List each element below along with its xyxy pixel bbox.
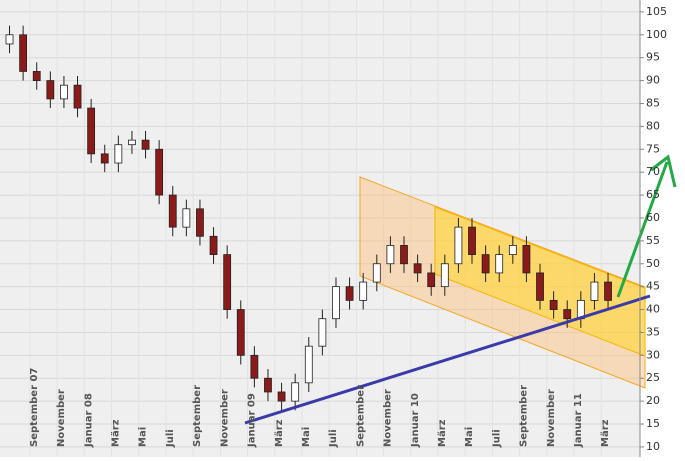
candle-body (563, 309, 572, 320)
x-tick-label: Januar 08 (83, 393, 94, 448)
x-tick-label: Juli (165, 429, 176, 448)
x-tick-label: September 07 (29, 368, 40, 447)
candle-body (413, 263, 422, 274)
candle-body (536, 272, 544, 301)
y-tick-label: 45 (646, 280, 660, 293)
candle-body (182, 208, 191, 228)
candle-body (604, 281, 612, 301)
x-tick-label: Januar 11 (573, 393, 584, 448)
x-tick-label: Mai (301, 427, 312, 447)
candle-body (128, 139, 136, 146)
x-tick-label: Mai (464, 427, 475, 447)
x-tick-label: Juli (328, 429, 339, 448)
y-tick-label: 80 (646, 119, 660, 132)
x-tick-label: November (219, 389, 230, 447)
x-tick-label: November (56, 389, 67, 447)
candle-body (386, 245, 395, 265)
candle-body (359, 281, 368, 301)
candle-body (277, 391, 286, 402)
candle-body (590, 281, 599, 301)
candle-body (60, 84, 68, 100)
y-tick-label: 40 (646, 303, 660, 316)
y-tick-label: 70 (646, 165, 660, 178)
candle-body (32, 71, 41, 81)
y-tick-label: 75 (646, 142, 660, 155)
candle-body (155, 148, 164, 196)
y-tick-label: 15 (646, 417, 660, 430)
candle-body (549, 299, 558, 310)
y-tick-label: 65 (646, 188, 660, 201)
candle-body (345, 286, 354, 301)
candle-body (168, 194, 177, 228)
x-tick-label: Januar 09 (247, 393, 258, 448)
y-tick-label: 10 (646, 440, 660, 453)
y-tick-label: 100 (646, 28, 667, 41)
candle-body (304, 345, 313, 384)
candle-body (400, 245, 408, 265)
y-tick-label: 90 (646, 74, 660, 87)
candle-body (291, 382, 300, 402)
candle-body (468, 226, 476, 256)
candle-body (372, 263, 381, 283)
candle-body (5, 34, 14, 45)
x-tick-label: März (600, 419, 611, 447)
candle-body (318, 318, 327, 347)
y-tick-label: 35 (646, 325, 660, 338)
candle-body (19, 34, 28, 72)
candle-body (440, 263, 449, 288)
x-tick-label: September (192, 385, 203, 447)
candle-body (250, 354, 259, 379)
candle-body (427, 272, 436, 288)
candle-body (87, 107, 96, 155)
y-tick-label: 60 (646, 211, 660, 224)
x-tick-label: März (437, 419, 448, 447)
candle-body (196, 208, 204, 237)
x-tick-label: Januar 10 (410, 393, 421, 448)
x-tick-label: September (355, 385, 366, 447)
candle-body (141, 139, 150, 150)
candle-body (454, 226, 463, 265)
trend-line (244, 294, 651, 425)
candle-body (73, 84, 82, 109)
y-tick-label: 105 (646, 5, 667, 18)
x-tick-label: November (546, 389, 557, 447)
candle-body (522, 245, 531, 274)
candle-body (236, 309, 245, 356)
y-tick-label: 95 (646, 51, 660, 64)
y-tick-label: 55 (646, 234, 660, 247)
candle-body (46, 80, 55, 100)
candle-body (481, 254, 490, 274)
candle-body (209, 235, 218, 256)
candle-body (100, 153, 109, 164)
x-tick-label: Mai (138, 427, 149, 447)
x-tick-label: März (111, 419, 122, 447)
candle-body (332, 286, 340, 320)
candle-body (114, 144, 123, 164)
x-tick-label: März (274, 419, 285, 447)
x-tick-label: November (383, 389, 394, 447)
x-tick-label: Juli (491, 429, 502, 448)
y-tick-label: 85 (646, 96, 660, 109)
arrow-shaft (616, 161, 669, 298)
y-tick-label: 25 (646, 371, 660, 384)
candle-body (223, 254, 232, 310)
candle-body (508, 245, 517, 256)
x-tick-label: September (519, 385, 530, 447)
plot-area (0, 0, 640, 457)
candle-body (264, 377, 272, 393)
arrow-head (650, 154, 677, 188)
y-tick-label: 30 (646, 348, 660, 361)
y-tick-label: 20 (646, 394, 660, 407)
y-tick-label: 50 (646, 257, 660, 270)
candle-body (495, 254, 504, 274)
